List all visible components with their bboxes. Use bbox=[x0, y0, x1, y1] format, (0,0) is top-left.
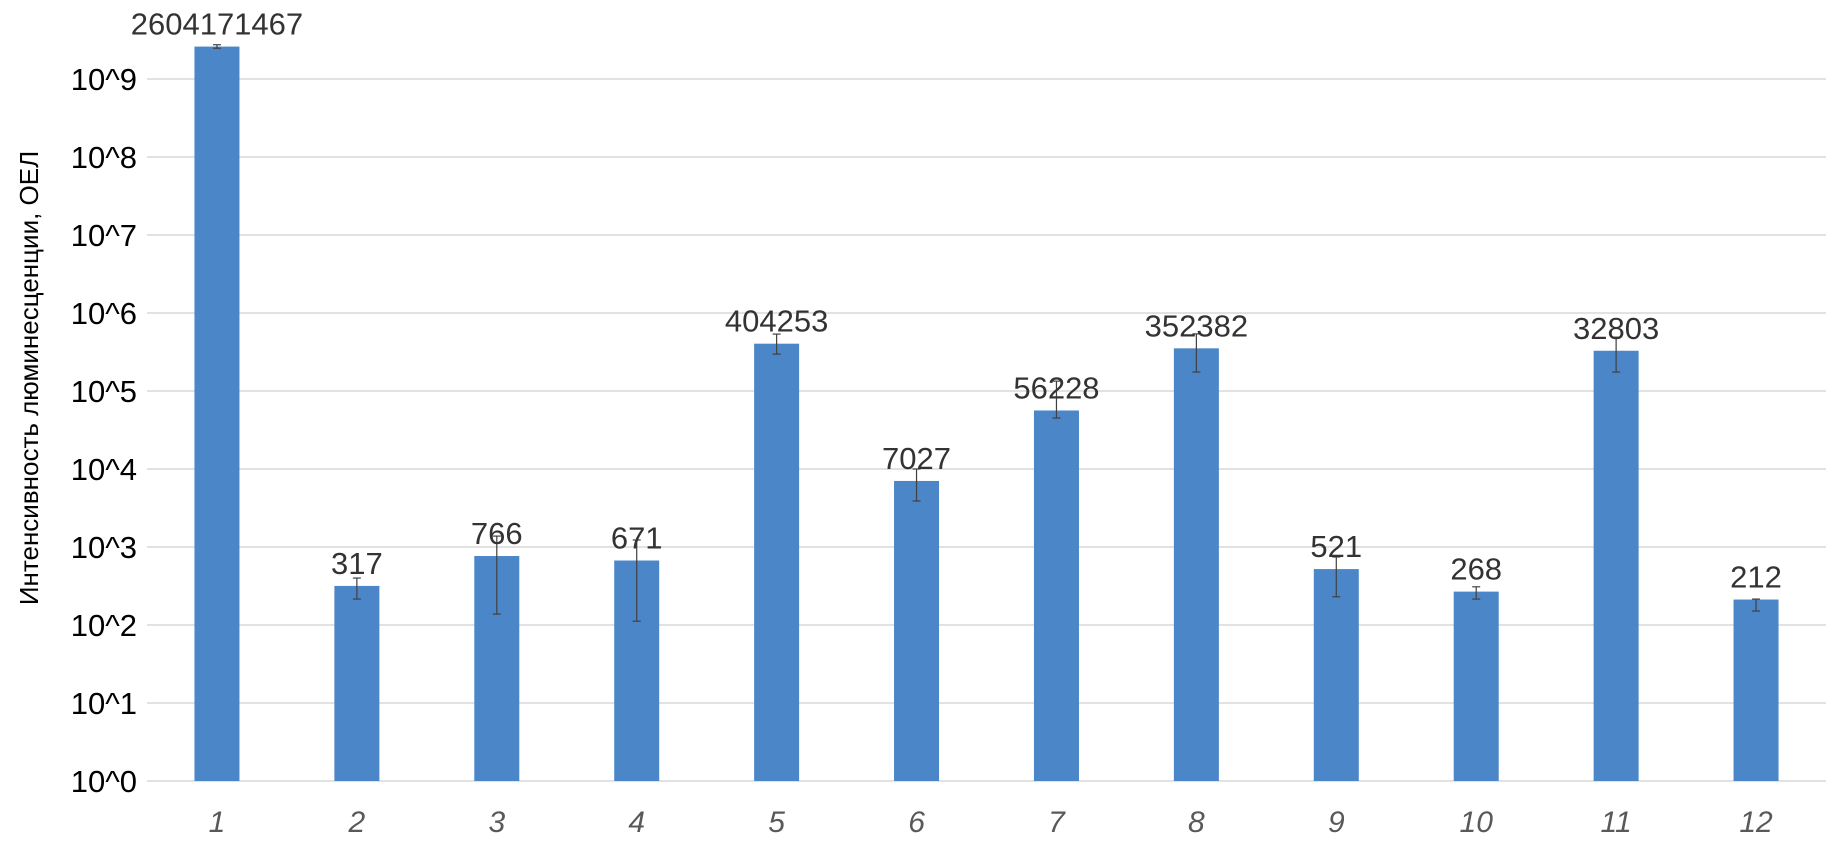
y-tick-label: 10^5 bbox=[71, 374, 137, 409]
bar-11 bbox=[1593, 350, 1639, 781]
data-label: 317 bbox=[331, 546, 383, 581]
bars bbox=[194, 46, 1779, 782]
y-tick-label: 10^3 bbox=[71, 530, 137, 565]
error-bars bbox=[212, 44, 1761, 622]
x-tick-label: 1 bbox=[209, 806, 226, 839]
y-axis-title: Интенсивность люминесценции, ОЕЛ bbox=[14, 151, 44, 605]
y-tick-label: 10^9 bbox=[71, 62, 137, 97]
bar-10 bbox=[1453, 591, 1499, 781]
data-label: 404253 bbox=[725, 304, 828, 339]
x-tick-label: 2 bbox=[348, 806, 366, 839]
y-tick-label: 10^6 bbox=[71, 296, 137, 331]
x-tick-label: 8 bbox=[1188, 806, 1205, 839]
data-label: 268 bbox=[1450, 552, 1502, 587]
y-tick-label: 10^0 bbox=[71, 764, 137, 799]
bar-12 bbox=[1733, 599, 1779, 781]
bar-6 bbox=[894, 480, 940, 781]
bar-8 bbox=[1173, 348, 1219, 781]
data-label: 212 bbox=[1730, 560, 1782, 595]
data-labels: 2604171467 317 766 671 404253 7027 56228 352382… bbox=[131, 7, 1782, 595]
y-tick-label: 10^1 bbox=[71, 686, 137, 721]
x-tick-label: 3 bbox=[488, 806, 505, 839]
x-tick-label: 7 bbox=[1048, 806, 1066, 839]
x-tick-label: 10 bbox=[1460, 806, 1494, 839]
bar-9 bbox=[1313, 569, 1359, 781]
x-tick-label: 6 bbox=[908, 806, 925, 839]
data-label: 352382 bbox=[1145, 308, 1248, 343]
data-label: 7027 bbox=[882, 441, 951, 476]
data-label: 521 bbox=[1310, 529, 1362, 564]
y-axis-ticks: 10^0 10^1 10^2 10^3 10^4 10^5 10^6 10^7 10^8 10^9 bbox=[71, 62, 137, 799]
y-tick-label: 10^8 bbox=[71, 140, 137, 175]
x-tick-label: 9 bbox=[1328, 806, 1345, 839]
y-tick-label: 10^7 bbox=[71, 218, 137, 253]
x-tick-label: 12 bbox=[1739, 806, 1773, 839]
bar-1 bbox=[194, 46, 240, 782]
data-label: 32803 bbox=[1573, 311, 1659, 346]
bar-5 bbox=[754, 343, 800, 781]
y-tick-label: 10^4 bbox=[71, 452, 137, 487]
gridlines bbox=[147, 78, 1826, 782]
data-label: 671 bbox=[611, 521, 663, 556]
data-label: 56228 bbox=[1013, 371, 1099, 406]
bar-2 bbox=[334, 585, 380, 781]
y-tick-label: 10^2 bbox=[71, 608, 137, 643]
x-tick-label: 11 bbox=[1601, 806, 1632, 839]
x-tick-label: 5 bbox=[768, 806, 785, 839]
bar-7 bbox=[1033, 410, 1079, 781]
data-label: 2604171467 bbox=[131, 7, 303, 42]
x-tick-label: 4 bbox=[628, 806, 645, 839]
data-label: 766 bbox=[471, 516, 523, 551]
x-axis-ticks: 1 2 3 4 5 6 7 8 9 10 11 12 bbox=[209, 806, 1773, 839]
